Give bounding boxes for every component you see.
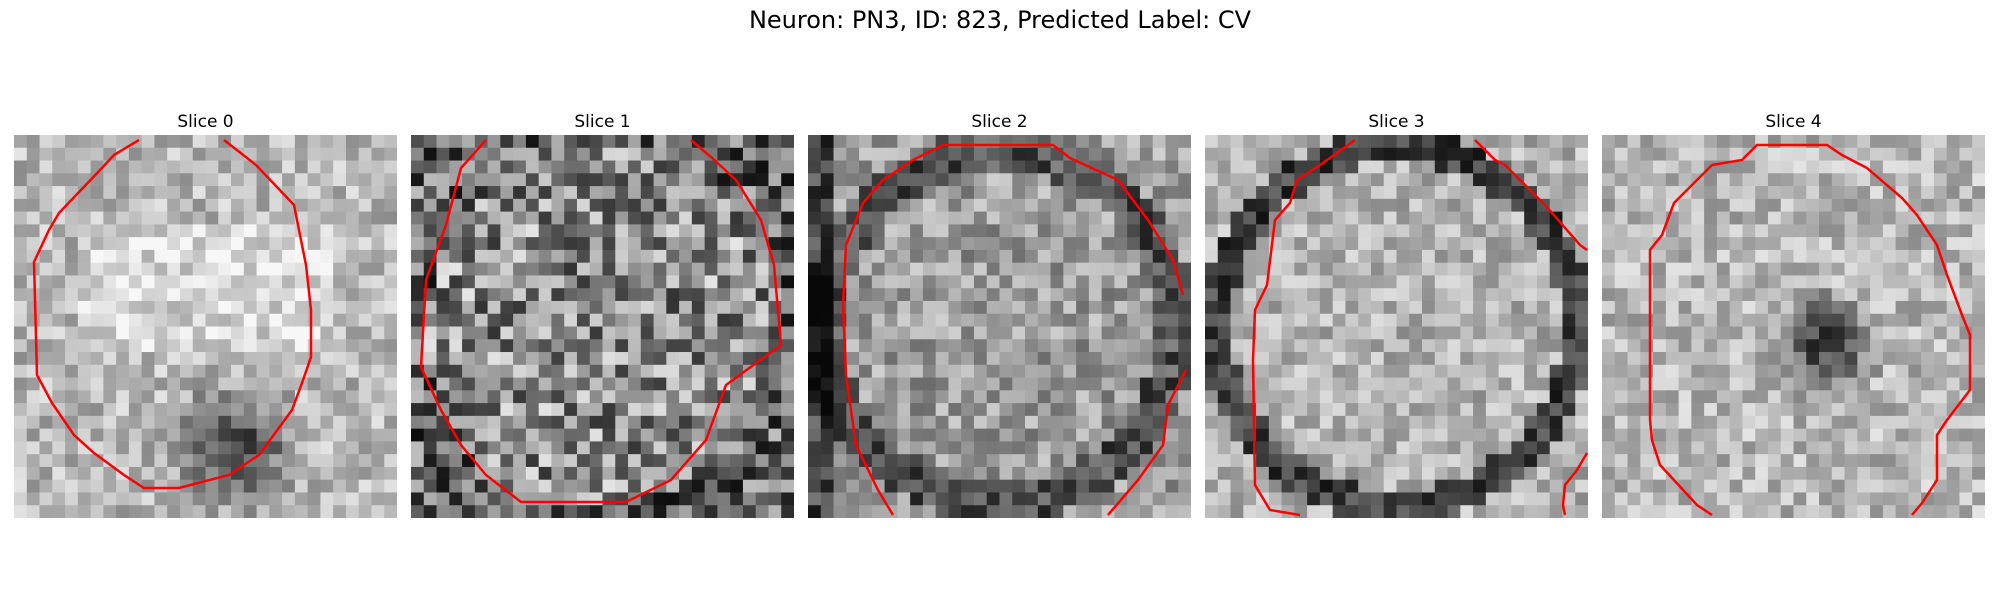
pixel-grid-4: [1602, 135, 1985, 518]
pixel-grid-2: [808, 135, 1191, 518]
contour-line-1: [419, 139, 783, 504]
contour-line-4: [1648, 143, 1972, 517]
pixel-grid-0: [14, 135, 397, 518]
figure-title: Neuron: PN3, ID: 823, Predicted Label: C…: [748, 6, 1252, 34]
slice-image-0: [14, 135, 397, 518]
pixel-grid-1: [411, 135, 794, 518]
slice-title-1: Slice 1: [574, 112, 631, 132]
slice-image-4: [1602, 135, 1985, 518]
slice-panel-4: Slice 4: [1602, 112, 1985, 522]
slice-image-1: [411, 135, 794, 518]
slice-image-2: [808, 135, 1191, 518]
slice-image-3: [1205, 135, 1588, 518]
slice-panel-0: Slice 0: [14, 112, 397, 522]
slice-title-2: Slice 2: [971, 112, 1028, 132]
contour-line-0: [32, 138, 313, 490]
contour-line-3: [1251, 138, 1356, 517]
slice-title-0: Slice 0: [177, 112, 234, 132]
contour-line-3b: [1474, 139, 1588, 252]
contour-line-2: [841, 143, 1185, 516]
slice-title-3: Slice 3: [1368, 112, 1425, 132]
slice-panel-3: Slice 3: [1205, 112, 1588, 522]
slice-title-4: Slice 4: [1765, 112, 1822, 132]
slice-panel-1: Slice 1: [411, 112, 794, 522]
slice-panel-2: Slice 2: [808, 112, 1191, 522]
contour-line-3c: [1561, 452, 1588, 516]
contour-line-2b: [1107, 369, 1188, 516]
pixel-grid-3: [1205, 135, 1588, 518]
